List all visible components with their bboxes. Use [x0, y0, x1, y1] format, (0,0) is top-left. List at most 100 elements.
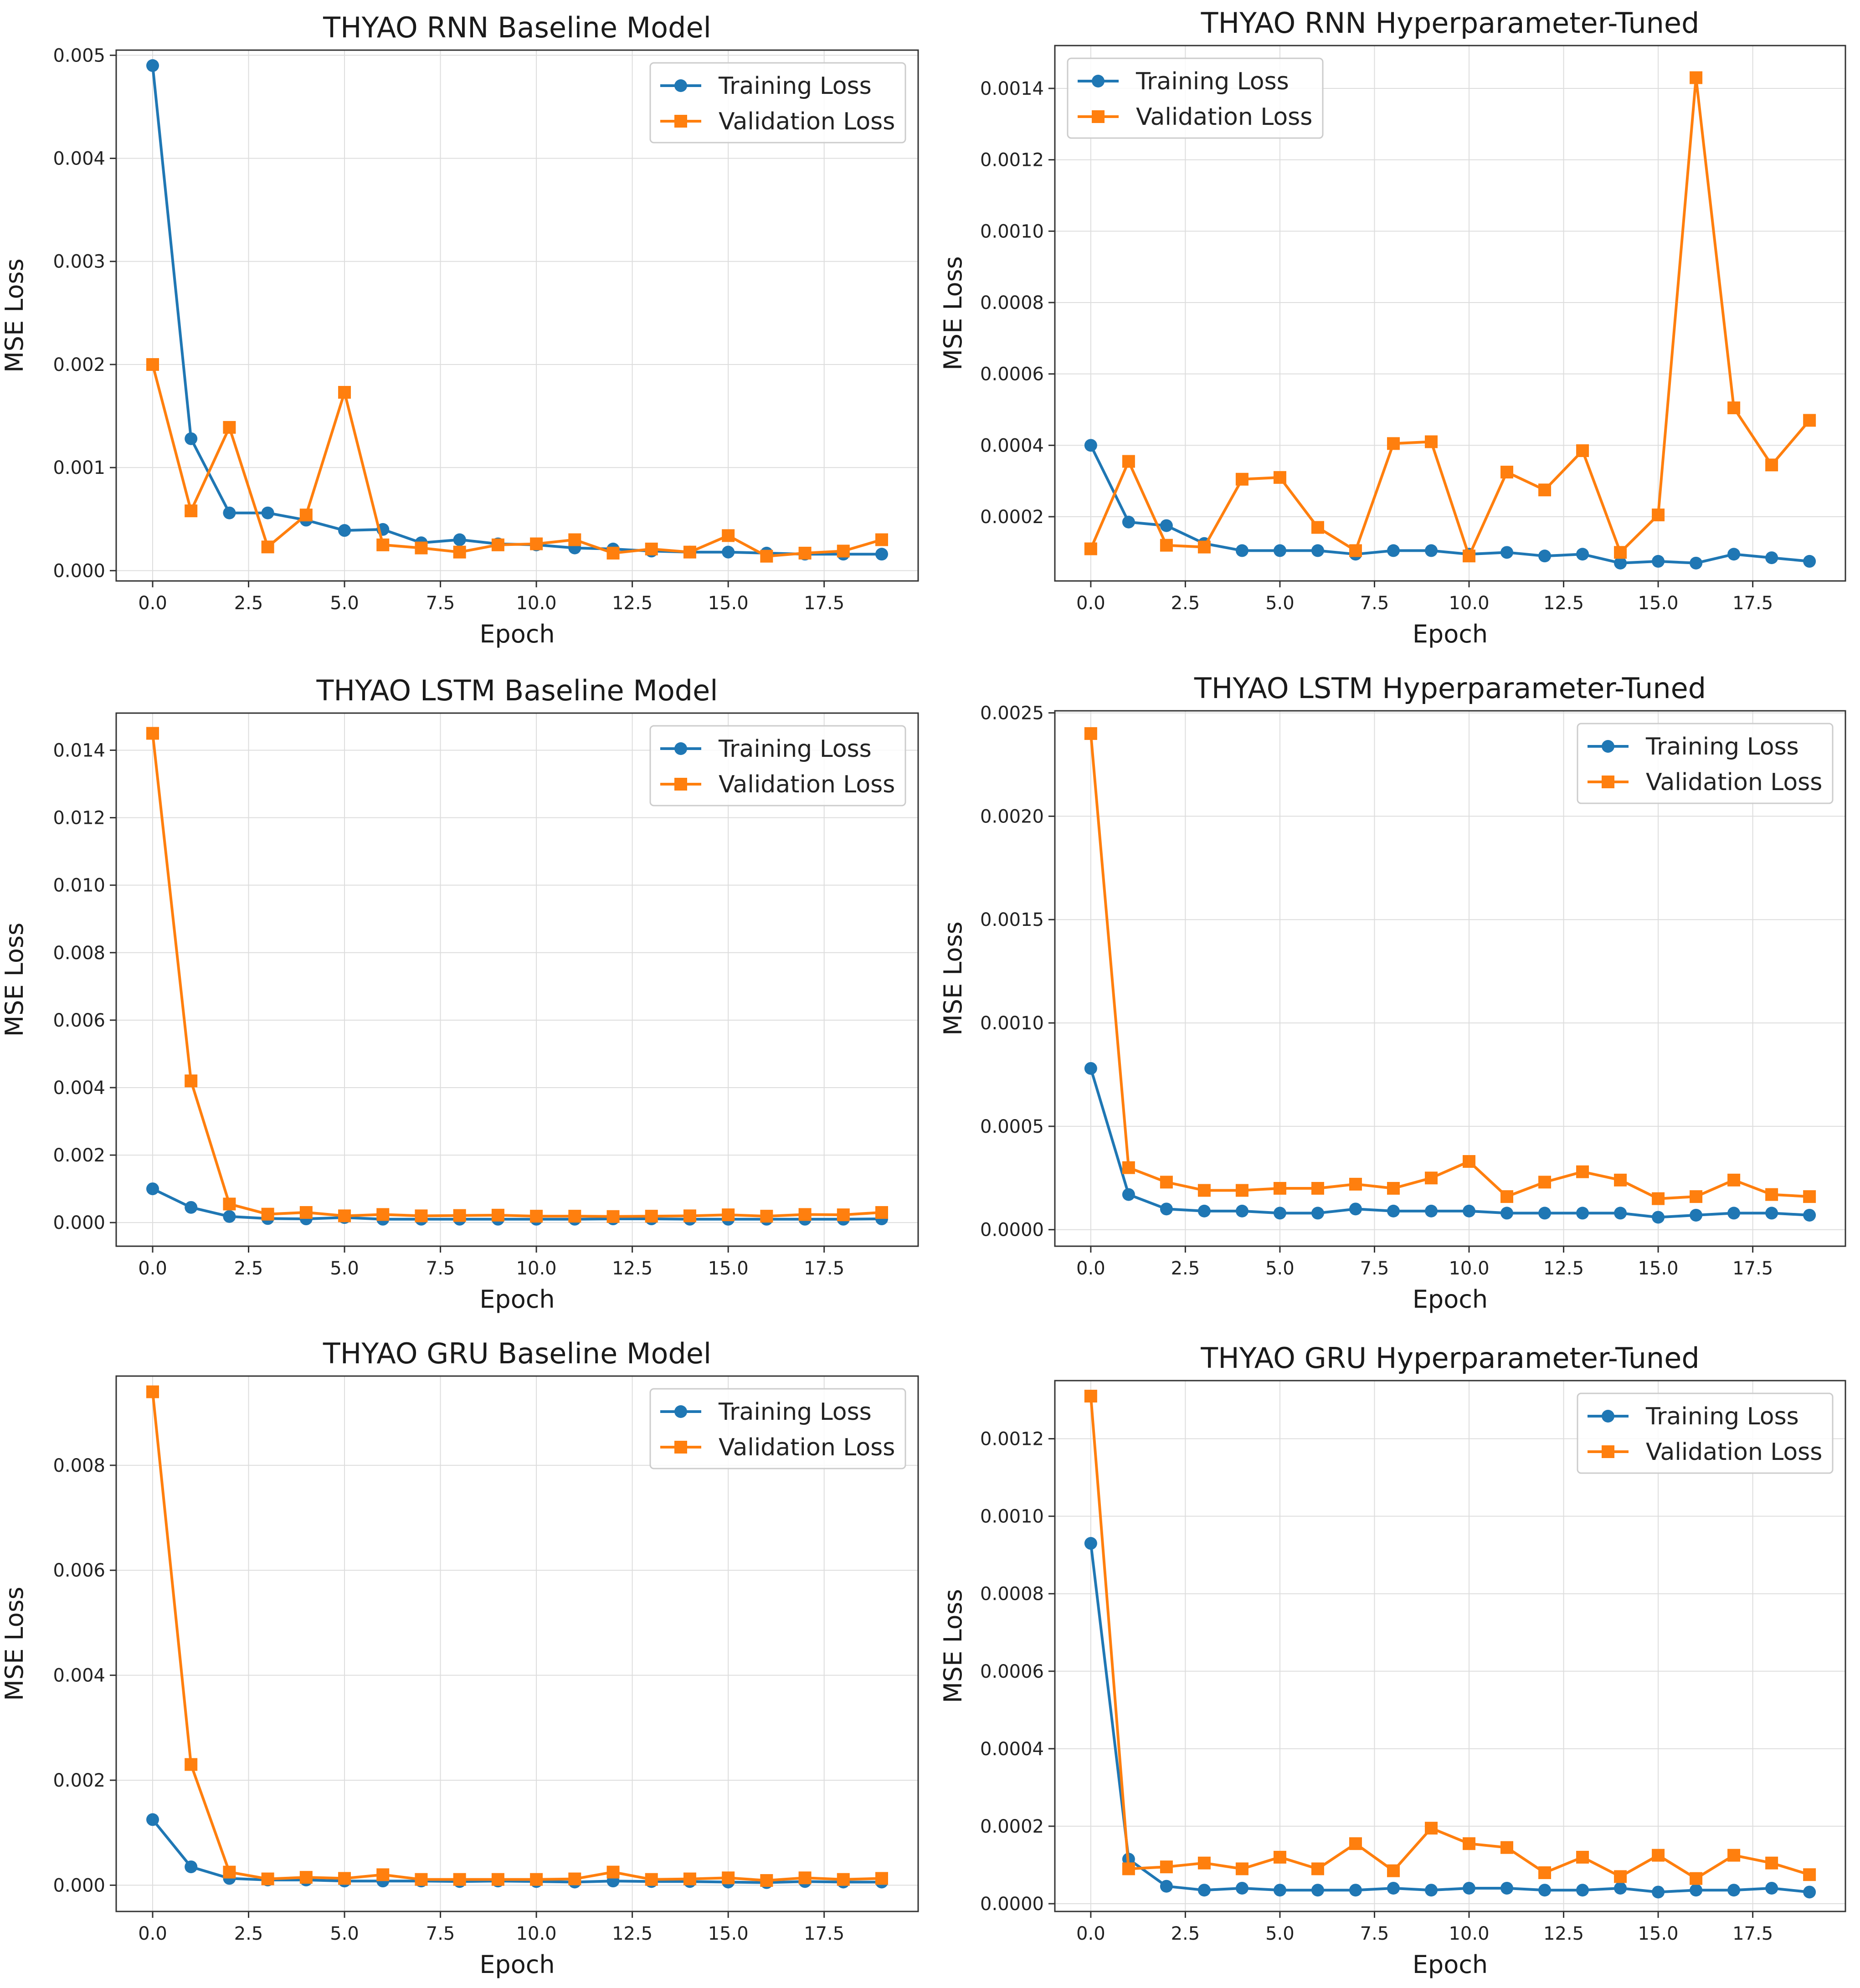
x-tick-label: 15.0 — [1638, 593, 1679, 614]
validation-loss-point — [722, 1208, 735, 1222]
validation-loss-point — [1727, 401, 1741, 415]
validation-loss-point — [1160, 1860, 1173, 1874]
y-tick-label: 0.014 — [53, 740, 105, 761]
training-loss-point — [146, 1813, 159, 1826]
validation-loss-point — [146, 1385, 159, 1398]
y-tick-label: 0.002 — [53, 1145, 105, 1166]
legend: Training Loss Validation Loss — [1577, 723, 1834, 804]
validation-loss-point — [798, 1208, 812, 1221]
y-axis-label: MSE Loss — [0, 923, 29, 1037]
axes-frame — [1054, 710, 1846, 1247]
training-loss-point — [1727, 1884, 1741, 1897]
y-axis-label: MSE Loss — [0, 258, 29, 373]
validation-loss-point — [1614, 1870, 1627, 1883]
training-loss-point — [223, 1210, 236, 1223]
x-tick-label: 15.0 — [708, 593, 749, 614]
validation-loss-point — [1463, 1155, 1476, 1168]
training-loss-point — [1387, 544, 1400, 557]
validation-loss-point — [1424, 435, 1438, 448]
validation-legend-marker — [674, 778, 687, 791]
validation-loss-point — [1387, 1181, 1400, 1195]
training-loss-point — [1538, 550, 1552, 563]
training-legend-label: Training Loss — [718, 735, 872, 763]
x-tick-label: 2.5 — [234, 593, 263, 614]
y-tick-label: 0.0000 — [980, 1220, 1044, 1241]
validation-loss-point — [645, 1873, 658, 1886]
x-tick-label: 12.5 — [1543, 1258, 1584, 1279]
training-loss-point — [1576, 548, 1589, 561]
x-tick-label: 2.5 — [1171, 593, 1200, 614]
chart-title: THYAO LSTM Baseline Model — [316, 674, 718, 707]
x-tick-label: 10.0 — [516, 1923, 557, 1944]
y-tick-label: 0.0004 — [980, 435, 1044, 456]
validation-loss-point — [1235, 473, 1249, 486]
validation-loss-point — [1349, 544, 1362, 557]
validation-loss-point — [837, 1873, 850, 1886]
chart-4: 0.0 2.5 5.0 7.5 10.0 12.5 15.0 17.5 0.0000 0.0005… — [939, 672, 1846, 1314]
chart-title: THYAO RNN Hyperparameter-Tuned — [1201, 6, 1700, 40]
validation-loss-point — [1122, 1862, 1135, 1875]
training-legend-label: Training Loss — [1645, 733, 1799, 760]
training-loss-point — [1311, 1207, 1324, 1220]
legend: Training Loss Validation Loss — [1577, 1392, 1834, 1474]
training-loss-point — [1387, 1881, 1400, 1895]
y-axis-label: MSE Loss — [939, 1589, 967, 1703]
training-loss-point — [1387, 1204, 1400, 1217]
validation-loss-point — [299, 509, 313, 522]
validation-loss-point — [299, 1206, 313, 1219]
axes-frame — [115, 49, 919, 582]
validation-loss-point — [223, 421, 236, 434]
validation-loss-point — [491, 1873, 504, 1886]
validation-loss-point — [376, 1868, 390, 1881]
validation-loss-point — [261, 1207, 274, 1221]
y-tick-label: 0.008 — [53, 943, 105, 964]
validation-loss-point — [1084, 727, 1097, 740]
training-legend-marker — [1092, 75, 1105, 87]
validation-loss-point — [1160, 1176, 1173, 1189]
validation-loss-point — [606, 1210, 620, 1223]
x-axis-label: Epoch — [479, 1950, 555, 1979]
training-loss-point — [1122, 515, 1135, 529]
x-tick-label: 12.5 — [612, 1258, 653, 1279]
training-loss-point — [1803, 555, 1816, 568]
x-tick-label: 17.5 — [804, 593, 844, 614]
training-loss-point — [1349, 1884, 1362, 1897]
training-loss-point — [1235, 1881, 1249, 1895]
y-tick-label: 0.0025 — [980, 703, 1044, 724]
training-loss-point — [338, 524, 351, 537]
y-tick-label: 0.0005 — [980, 1116, 1044, 1137]
validation-loss-point — [837, 545, 850, 558]
x-tick-label: 10.0 — [1449, 1258, 1489, 1279]
x-axis-label: Epoch — [1413, 620, 1488, 648]
y-tick-label: 0.0010 — [980, 221, 1044, 242]
validation-loss-point — [1614, 546, 1627, 559]
validation-loss-point — [453, 1209, 466, 1222]
legend-box — [649, 1388, 906, 1469]
x-tick-label: 0.0 — [1076, 1923, 1105, 1944]
y-tick-label: 0.003 — [53, 252, 105, 272]
validation-legend-label: Validation Loss — [719, 1434, 895, 1461]
chart-title: THYAO GRU Baseline Model — [323, 1337, 711, 1370]
training-loss-point — [1500, 546, 1514, 559]
x-tick-label: 0.0 — [138, 1923, 167, 1944]
training-loss-point — [1273, 1884, 1286, 1897]
validation-loss-point — [1803, 414, 1816, 427]
x-tick-label: 7.5 — [426, 1258, 455, 1279]
x-tick-label: 5.0 — [330, 593, 359, 614]
training-legend-marker — [1602, 1410, 1614, 1423]
y-tick-label: 0.0008 — [980, 293, 1044, 313]
training-loss-point — [1424, 1204, 1438, 1217]
training-loss-point — [1727, 1207, 1741, 1220]
training-loss-point — [1235, 1204, 1249, 1217]
training-loss-point — [1311, 544, 1324, 557]
x-tick-label: 0.0 — [138, 593, 167, 614]
x-tick-label: 17.5 — [1732, 1923, 1773, 1944]
validation-loss-point — [530, 1210, 543, 1223]
validation-loss-point — [1311, 1862, 1324, 1875]
validation-loss-point — [1311, 521, 1324, 534]
x-tick-label: 5.0 — [1265, 1258, 1295, 1279]
x-tick-label: 10.0 — [516, 1258, 557, 1279]
x-tick-label: 15.0 — [1638, 1923, 1679, 1944]
y-tick-label: 0.004 — [53, 1078, 105, 1099]
y-tick-label: 0.0006 — [980, 1661, 1044, 1682]
